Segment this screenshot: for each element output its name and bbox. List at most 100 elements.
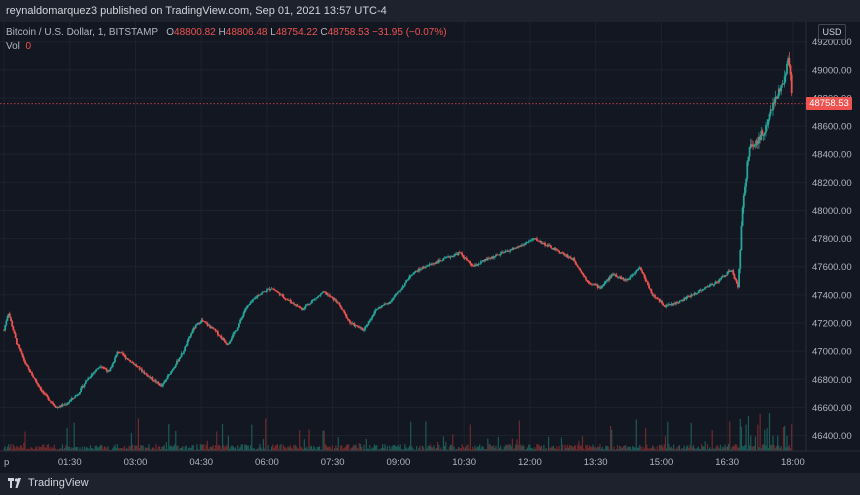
candlestick-chart[interactable]: 46400.00 46600.00 46800.00 47000.00 47200.00… — [0, 22, 860, 473]
candle-body — [42, 391, 45, 394]
candle-body — [299, 307, 302, 309]
volume-bar — [339, 445, 342, 451]
volume-bar — [468, 448, 470, 451]
volume-bar — [115, 448, 117, 451]
candle-body — [223, 340, 226, 343]
volume-bar — [733, 445, 736, 451]
volume-bar — [110, 449, 113, 451]
candle-body — [379, 307, 382, 308]
volume-bar — [599, 444, 601, 451]
volume-bar — [556, 446, 558, 451]
volume-bar — [515, 444, 517, 451]
candle-body — [534, 238, 537, 240]
volume-bar — [791, 424, 793, 451]
candle-body — [704, 286, 707, 289]
volume-bar — [109, 449, 111, 451]
candle-body — [413, 272, 416, 275]
volume-bar — [642, 446, 644, 451]
candle-body — [569, 257, 572, 259]
volume-bar — [426, 448, 428, 451]
volume-bar — [697, 446, 699, 451]
volume-bar — [562, 444, 564, 451]
candle-body — [240, 317, 243, 320]
volume-bar — [723, 447, 725, 451]
candle-body — [680, 299, 683, 301]
volume-bar — [108, 449, 110, 451]
volume-bar — [504, 445, 506, 451]
candle-body — [711, 284, 714, 285]
price-tick-label: 47600.00 — [812, 262, 852, 273]
candle-body — [551, 247, 554, 250]
volume-bar — [289, 445, 291, 451]
candle-body — [10, 317, 12, 322]
candle-body — [439, 259, 441, 261]
volume-bar — [396, 446, 398, 451]
candle-body — [654, 294, 656, 298]
candle-body — [363, 329, 365, 331]
candle-body — [707, 286, 710, 288]
volume-bar — [288, 447, 290, 451]
candle-body — [590, 283, 593, 285]
volume-bar — [666, 448, 668, 451]
candle-body — [495, 254, 497, 257]
candle-body — [109, 368, 112, 372]
candle-body — [543, 242, 545, 244]
candle-body — [148, 376, 150, 378]
candle-body — [294, 304, 296, 306]
brand[interactable]: TradingView — [8, 477, 89, 489]
candle-body — [246, 305, 248, 309]
candle-body — [76, 394, 79, 396]
candle-body — [352, 323, 355, 324]
volume-bar — [157, 446, 159, 451]
candle-body — [618, 276, 621, 278]
volume-bar — [163, 445, 165, 451]
volume-bar — [325, 445, 328, 451]
candle-body — [200, 319, 203, 323]
low-value: 48754.22 — [275, 27, 318, 38]
volume-bar — [307, 449, 309, 451]
candle-body — [274, 289, 277, 291]
candle-body — [645, 280, 648, 282]
candle-body — [22, 357, 25, 361]
candle-body — [642, 272, 645, 275]
candle-body — [220, 335, 223, 339]
volume-bar — [75, 446, 78, 451]
candle-body — [5, 320, 8, 326]
volume-bar — [501, 449, 503, 451]
candle-body — [476, 265, 479, 266]
candle-body — [89, 376, 92, 378]
candle-body — [746, 161, 749, 179]
candle-body — [769, 109, 772, 115]
candle-body — [477, 264, 480, 266]
candle-body — [740, 225, 743, 251]
volume-bar — [505, 444, 508, 451]
volume-bar — [673, 444, 675, 451]
chart-area[interactable]: 46400.00 46600.00 46800.00 47000.00 47200.00… — [0, 22, 860, 473]
candle-body — [183, 351, 185, 354]
volume-bar — [694, 448, 696, 451]
candle-body — [32, 375, 35, 378]
candle-body — [230, 337, 233, 341]
volume-bar — [577, 444, 579, 451]
volume-bar — [193, 449, 196, 451]
candle-body — [706, 286, 709, 288]
candle-body — [463, 257, 466, 259]
candle-body — [592, 283, 594, 285]
volume-bar — [526, 447, 529, 451]
volume-bar — [315, 449, 317, 451]
currency-badge[interactable]: USD — [818, 24, 846, 40]
volume-bar — [698, 448, 700, 451]
candle-body — [377, 308, 379, 310]
volume-bar — [176, 445, 178, 451]
candle-body — [88, 377, 91, 379]
candle-body — [153, 380, 156, 382]
volume-bar — [192, 445, 194, 451]
volume-bar — [586, 444, 588, 451]
volume-bar — [234, 447, 236, 451]
candle-body — [572, 258, 575, 260]
candle-body — [458, 252, 461, 254]
candle-body — [460, 252, 462, 254]
candle-body — [26, 364, 29, 367]
candle-body — [396, 291, 399, 294]
volume-bar — [327, 447, 329, 451]
